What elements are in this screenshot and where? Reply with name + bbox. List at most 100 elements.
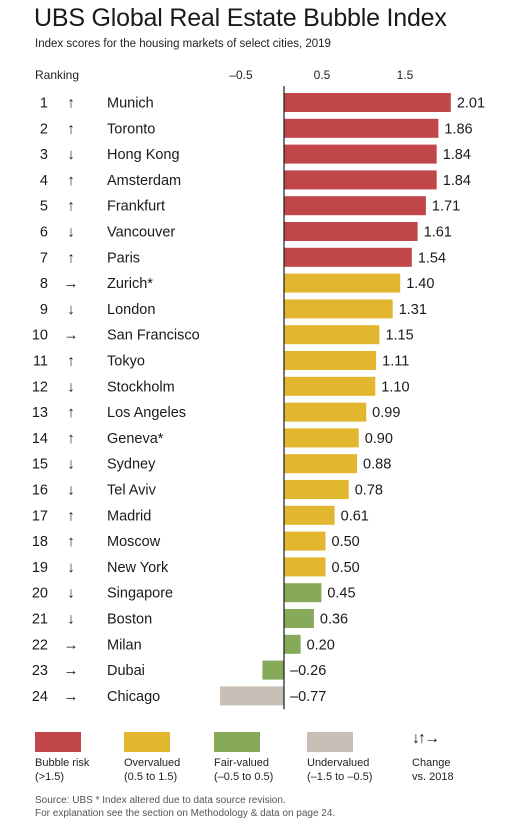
- city-label: Tel Aviv: [107, 483, 157, 499]
- up-arrow-icon: ↑: [67, 172, 75, 189]
- bar: [284, 118, 439, 138]
- up-arrow-icon: ↑: [67, 507, 75, 524]
- change-arrows-icon: ↓↑→: [412, 730, 440, 747]
- up-arrow-icon: ↑: [67, 404, 75, 421]
- legend-item-change: ↓↑→ Change vs. 2018: [412, 730, 454, 784]
- bar-chart: 1 ↑ Munich 2.01 2 ↑ Toronto 1.86 3 ↓ Hong Kong 1.84…: [32, 86, 485, 710]
- value-label: 2.01: [457, 96, 485, 112]
- ranking-header: Ranking: [35, 68, 80, 82]
- city-label: Milan: [107, 637, 142, 653]
- rank-label: 2: [40, 121, 48, 137]
- bar: [284, 376, 376, 396]
- legend: Bubble risk (>1.5) Overvalued (0.5 to 1.…: [0, 730, 514, 792]
- value-label: 0.36: [320, 612, 348, 628]
- city-label: Singapore: [107, 586, 173, 602]
- bar: [284, 351, 377, 370]
- x-tick-label: –0.5: [229, 68, 253, 82]
- right-arrow-icon: →: [64, 327, 79, 344]
- city-label: San Francisco: [107, 328, 200, 344]
- city-label: Boston: [107, 612, 152, 628]
- rank-label: 21: [32, 612, 48, 628]
- bar: [284, 531, 326, 551]
- rank-label: 12: [32, 379, 48, 395]
- rank-label: 1: [40, 96, 48, 112]
- rank-label: 17: [32, 508, 48, 524]
- city-label: Munich: [107, 96, 154, 112]
- rank-label: 19: [32, 560, 48, 576]
- legend-item-fair-valued: Fair-valued (–0.5 to 0.5): [214, 732, 273, 784]
- legend-label: Fair-valued: [214, 757, 270, 769]
- bar: [284, 273, 401, 293]
- rank-label: 4: [40, 173, 48, 189]
- city-label: Amsterdam: [107, 173, 181, 189]
- rank-label: 6: [40, 225, 48, 241]
- down-arrow-icon: ↓: [67, 482, 75, 499]
- value-label: 0.20: [307, 637, 335, 653]
- legend-item-undervalued: Undervalued (–1.5 to –0.5): [307, 732, 372, 784]
- legend-range: (0.5 to 1.5): [124, 771, 178, 783]
- city-label: Madrid: [107, 508, 151, 524]
- bar: [284, 402, 367, 422]
- footer-note: For explanation see the section on Metho…: [35, 808, 336, 819]
- legend-swatch: [214, 732, 260, 752]
- right-arrow-icon: →: [64, 636, 79, 653]
- legend-range: (–1.5 to –0.5): [307, 771, 373, 783]
- value-label: 1.61: [424, 225, 452, 241]
- bar: [284, 170, 437, 190]
- right-arrow-icon: →: [64, 688, 79, 705]
- rank-label: 23: [32, 663, 48, 679]
- bar: [284, 247, 412, 267]
- down-arrow-icon: ↓: [67, 378, 75, 395]
- up-arrow-icon: ↑: [67, 533, 75, 550]
- rank-label: 16: [32, 483, 48, 499]
- bar: [284, 583, 322, 603]
- bar: [284, 480, 349, 499]
- value-label: 0.50: [332, 534, 360, 550]
- bar: [284, 454, 357, 474]
- rank-label: 14: [32, 431, 48, 447]
- value-label: –0.77: [290, 689, 326, 705]
- chart-title: UBS Global Real Estate Bubble Index: [34, 4, 447, 32]
- value-label: 1.86: [444, 121, 472, 137]
- change-label: Change: [412, 757, 451, 769]
- up-arrow-icon: ↑: [67, 430, 75, 447]
- down-arrow-icon: ↓: [67, 585, 75, 602]
- city-label: Dubai: [107, 663, 145, 679]
- rank-label: 24: [32, 689, 48, 705]
- down-arrow-icon: ↓: [67, 456, 75, 473]
- city-label: Frankfurt: [107, 199, 165, 215]
- value-label: 1.71: [432, 199, 460, 215]
- bar: [262, 660, 284, 680]
- value-label: 0.90: [365, 431, 393, 447]
- city-label: New York: [107, 560, 169, 576]
- down-arrow-icon: ↓: [67, 301, 75, 318]
- right-arrow-icon: →: [64, 275, 79, 292]
- rank-label: 3: [40, 147, 48, 163]
- value-label: 1.11: [382, 354, 409, 370]
- x-tick-label: 1.5: [396, 68, 414, 82]
- bar: [284, 634, 301, 654]
- footer: Source: UBS * Index altered due to data …: [35, 794, 335, 820]
- city-label: Geneva*: [107, 431, 164, 447]
- rank-label: 9: [40, 302, 48, 318]
- value-label: 1.54: [418, 250, 446, 266]
- rank-label: 5: [40, 199, 48, 215]
- legend-range: (–0.5 to 0.5): [214, 771, 274, 783]
- value-label: 1.40: [406, 276, 434, 292]
- value-label: 0.99: [372, 405, 400, 421]
- city-label: Sydney: [107, 457, 156, 473]
- change-sub: vs. 2018: [412, 771, 454, 783]
- rank-label: 10: [32, 328, 48, 344]
- city-label: Tokyo: [107, 354, 145, 370]
- legend-label: Undervalued: [307, 757, 370, 769]
- bar: [284, 505, 335, 525]
- rank-label: 7: [40, 250, 48, 266]
- city-label: Stockholm: [107, 379, 175, 395]
- bar: [284, 609, 314, 628]
- down-arrow-icon: ↓: [67, 559, 75, 576]
- bar: [284, 557, 326, 577]
- value-label: –0.26: [290, 663, 326, 679]
- city-label: Moscow: [107, 534, 161, 550]
- bar: [284, 222, 418, 241]
- city-label: Chicago: [107, 689, 160, 705]
